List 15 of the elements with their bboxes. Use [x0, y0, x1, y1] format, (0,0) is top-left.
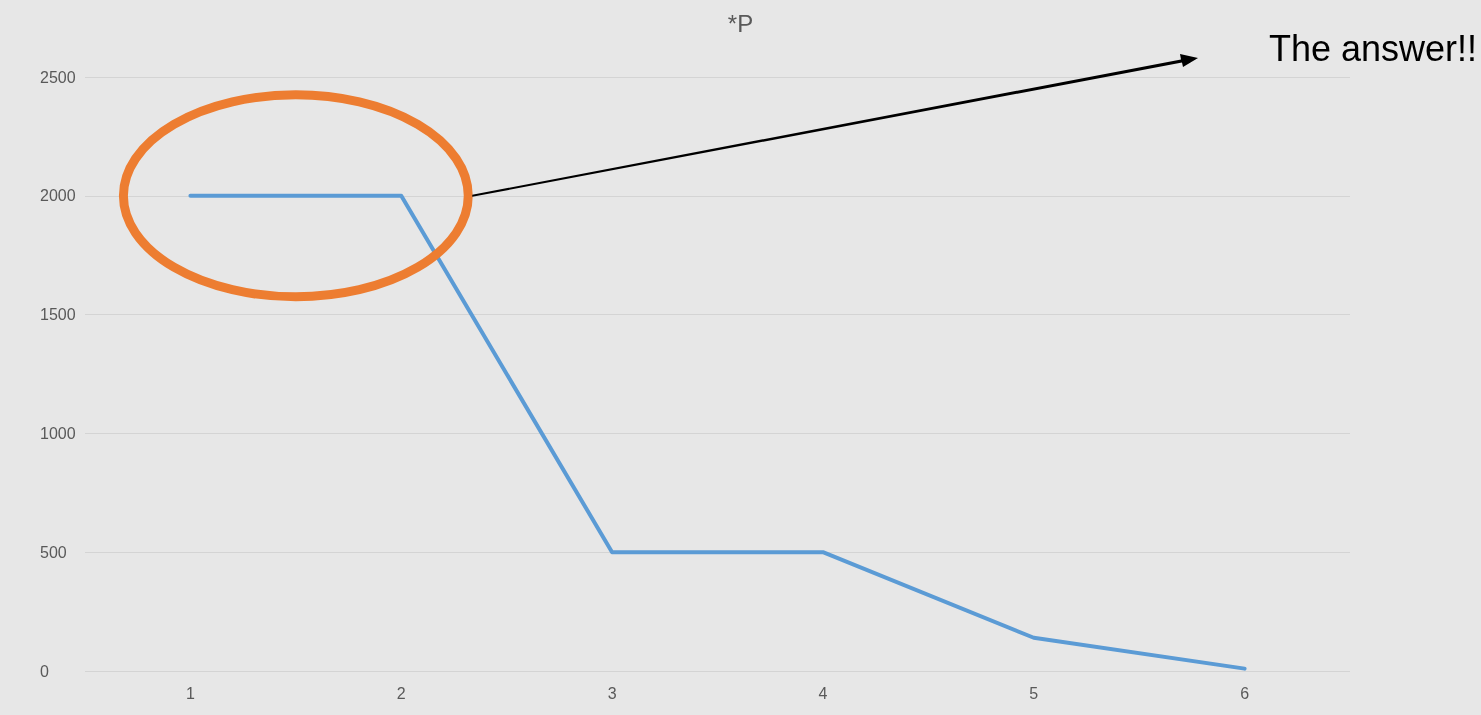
x-tick-label: 6	[1240, 684, 1250, 702]
chart-title: *P	[727, 9, 754, 37]
x-tick-label: 1	[185, 684, 195, 702]
y-tick-label: 500	[40, 543, 67, 561]
text: The answer!!	[1268, 27, 1477, 69]
x-tick-label: 5	[1029, 684, 1039, 702]
x-tick-label: 2	[396, 684, 406, 702]
x-tick-label: 3	[607, 684, 617, 702]
y-tick-label: 1500	[40, 306, 76, 324]
x-tick-label: 4	[818, 684, 828, 702]
y-tick-label: 2500	[40, 68, 76, 86]
y-tick-label: 2000	[40, 187, 76, 205]
y-tick-label: 0	[40, 662, 49, 680]
y-tick-label: 1000	[40, 424, 76, 442]
line-series	[188, 193, 1247, 671]
